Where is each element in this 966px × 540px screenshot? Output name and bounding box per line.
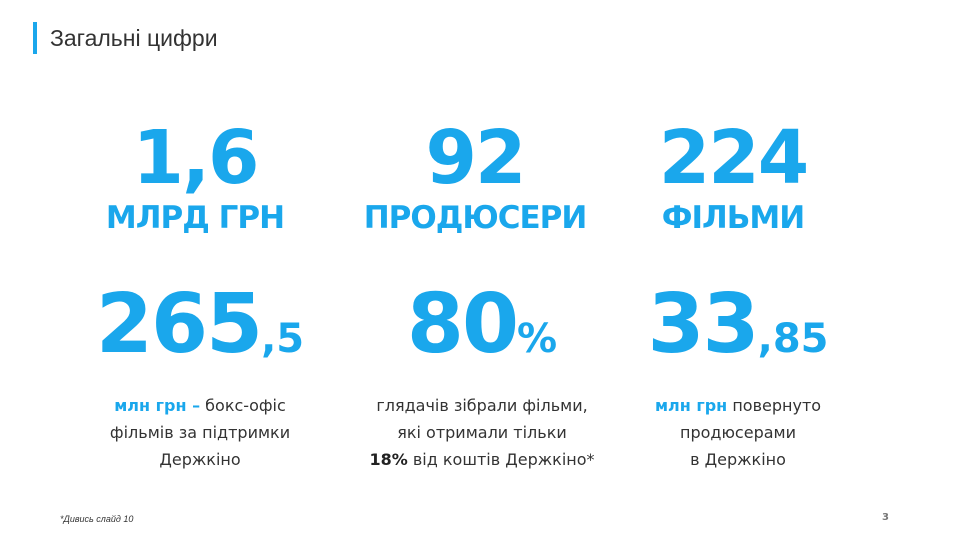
stat-note: млн грн – бокс-офіс фільмів за підтримки… — [40, 392, 360, 473]
note-highlight: млн грн – — [114, 396, 201, 415]
stat-unit: МЛРД ГРН — [105, 200, 285, 236]
page-number: 3 — [882, 512, 889, 523]
stat-number: 1,6 — [132, 115, 259, 201]
stat-number-main: 33 — [647, 277, 760, 372]
note-emphasis: 18% — [369, 450, 408, 469]
stat-number-main: 265 — [95, 277, 263, 372]
stat-number-suffix: ,85 — [757, 316, 829, 362]
note-text: в Держкіно — [690, 450, 786, 469]
note-text: глядачів зібрали фільми, — [376, 396, 588, 415]
stat: 92 ПРОДЮСЕРИ — [315, 118, 635, 238]
stat-number-main: 80 — [406, 277, 519, 372]
stat-number: 224 — [658, 115, 809, 201]
stat: 80% глядачів зібрали фільми, які отримал… — [322, 280, 642, 473]
stat-note: млн грн повернуто продюсерами в Держкіно — [578, 392, 898, 473]
stat-number-suffix: ,5 — [261, 316, 305, 362]
note-text: які отримали тільки — [397, 423, 567, 442]
note-text: повернуто — [732, 396, 822, 415]
stat: 1,6 МЛРД ГРН — [35, 118, 355, 238]
stat-number-suffix: % — [517, 316, 558, 362]
stat-note: глядачів зібрали фільми, які отримали ті… — [322, 392, 642, 473]
stat: 224 ФІЛЬМИ — [573, 118, 893, 238]
title-accent — [33, 22, 37, 54]
stat-number: 80% — [322, 280, 642, 384]
slide-title: Загальні цифри — [50, 25, 218, 51]
footnote: *Дивись слайд 10 — [60, 514, 134, 524]
note-text: від коштів Держкіно* — [412, 450, 595, 469]
note-text: бокс-офіс — [205, 396, 286, 415]
note-text: продюсерами — [679, 423, 796, 442]
stat-number: 92 — [425, 115, 527, 201]
stat-unit: ФІЛЬМИ — [661, 200, 805, 236]
stat: 33,85 млн грн повернуто продюсерами в Де… — [578, 280, 898, 473]
note-text: фільмів за підтримки — [109, 423, 291, 442]
stat: 265,5 млн грн – бокс-офіс фільмів за під… — [40, 280, 360, 473]
stat-number: 33,85 — [578, 280, 898, 384]
note-highlight: млн грн — [654, 396, 728, 415]
stat-unit: ПРОДЮСЕРИ — [363, 200, 588, 236]
note-text: Держкіно — [159, 450, 241, 469]
stat-number: 265,5 — [40, 280, 360, 384]
